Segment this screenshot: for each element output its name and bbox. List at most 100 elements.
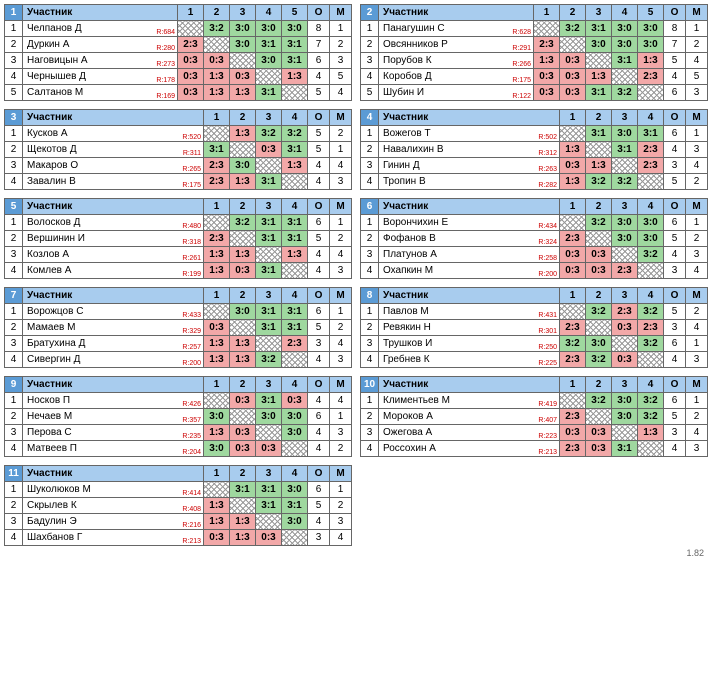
player-name: Комлев АR:199 [23, 263, 204, 279]
score-cell: 3:0 [638, 215, 664, 231]
player-rating: R:520 [182, 134, 201, 141]
score-cell: 3:2 [586, 174, 612, 190]
place-m: 2 [686, 174, 708, 190]
group-number: 3 [5, 110, 23, 126]
player-name: Челпанов ДR:684 [23, 21, 178, 37]
score-cell: 1:3 [204, 263, 230, 279]
place-m: 3 [686, 142, 708, 158]
player-row: 1Носков ПR:4260:33:10:344 [5, 393, 352, 409]
player-name: Наговицын АR:273 [23, 53, 178, 69]
score-cell: 0:3 [560, 85, 586, 101]
player-name: Носков ПR:426 [23, 393, 204, 409]
row-num: 3 [361, 53, 379, 69]
header-col-3: 3 [612, 199, 638, 215]
player-rating: R:434 [538, 223, 557, 230]
score-cell: 2:3 [560, 320, 586, 336]
header-col-2: 2 [586, 199, 612, 215]
score-cell [256, 158, 282, 174]
points-o: 4 [308, 263, 330, 279]
points-o: 8 [664, 21, 686, 37]
place-m: 4 [330, 158, 352, 174]
player-row: 3Порубов КR:2661:30:33:11:354 [361, 53, 708, 69]
score-cell: 3:1 [256, 85, 282, 101]
header-col-3: 3 [612, 288, 638, 304]
score-cell: 1:3 [230, 530, 256, 546]
score-cell: 1:3 [230, 352, 256, 368]
points-o: 5 [308, 498, 330, 514]
points-o: 4 [308, 158, 330, 174]
score-cell: 3:0 [282, 514, 308, 530]
group-number: 5 [5, 199, 23, 215]
points-o: 4 [308, 425, 330, 441]
score-cell [612, 336, 638, 352]
player-name: Скрылев КR:408 [23, 498, 204, 514]
row-num: 2 [361, 37, 379, 53]
player-name: Фофанов ВR:324 [379, 231, 560, 247]
place-m: 2 [686, 231, 708, 247]
score-cell: 0:3 [586, 247, 612, 263]
row-num: 4 [361, 174, 379, 190]
row-num: 3 [5, 53, 23, 69]
score-cell: 1:3 [282, 69, 308, 85]
player-row: 4Чернышев ДR:1780:31:30:31:345 [5, 69, 352, 85]
score-cell [586, 320, 612, 336]
player-name: Чернышев ДR:178 [23, 69, 178, 85]
row-num: 1 [361, 393, 379, 409]
player-name: Порубов КR:266 [379, 53, 534, 69]
place-m: 4 [686, 425, 708, 441]
header-o: О [308, 466, 330, 482]
player-row: 2Дуркин АR:2802:33:03:13:172 [5, 37, 352, 53]
header-o: О [664, 288, 686, 304]
header-col-1: 1 [204, 110, 230, 126]
header-col-4: 4 [638, 377, 664, 393]
score-cell: 3:0 [612, 231, 638, 247]
header-col-1: 1 [560, 199, 586, 215]
place-m: 1 [686, 336, 708, 352]
player-name: Вожегов ТR:502 [379, 126, 560, 142]
points-o: 5 [308, 85, 330, 101]
score-cell [230, 53, 256, 69]
player-row: 4Россохин АR:2132:30:33:143 [361, 441, 708, 457]
header-col-1: 1 [204, 199, 230, 215]
score-cell: 3:1 [230, 482, 256, 498]
player-name: Вершинин ИR:318 [23, 231, 204, 247]
row-num: 1 [5, 21, 23, 37]
place-m: 4 [686, 158, 708, 174]
header-m: М [686, 377, 708, 393]
score-cell: 2:3 [560, 441, 586, 457]
score-cell: 3:2 [638, 247, 664, 263]
score-cell: 3:1 [282, 231, 308, 247]
player-row: 1Панагушин СR:6283:23:13:03:081 [361, 21, 708, 37]
player-rating: R:213 [182, 538, 201, 545]
player-row: 1Волосков ДR:4803:23:13:161 [5, 215, 352, 231]
score-cell: 3:0 [282, 425, 308, 441]
score-cell: 2:3 [534, 37, 560, 53]
player-rating: R:178 [156, 77, 175, 84]
row-num: 3 [361, 247, 379, 263]
score-cell [256, 425, 282, 441]
header-participant: Участник [379, 5, 534, 21]
row-num: 2 [361, 231, 379, 247]
points-o: 6 [308, 215, 330, 231]
row-num: 1 [5, 393, 23, 409]
points-o: 4 [664, 142, 686, 158]
header-col-4: 4 [282, 466, 308, 482]
player-rating: R:200 [182, 360, 201, 367]
row-num: 4 [361, 69, 379, 85]
player-row: 2Навалихин ВR:3121:33:12:343 [361, 142, 708, 158]
points-o: 5 [664, 174, 686, 190]
player-row: 1Павлов МR:4313:22:33:252 [361, 304, 708, 320]
player-rating: R:312 [538, 150, 557, 157]
points-o: 6 [308, 482, 330, 498]
player-row: 2Вершинин ИR:3182:33:13:152 [5, 231, 352, 247]
row-num: 1 [361, 304, 379, 320]
row-num: 1 [361, 126, 379, 142]
score-cell [282, 352, 308, 368]
header-o: О [308, 110, 330, 126]
score-cell: 3:0 [282, 482, 308, 498]
place-m: 3 [686, 247, 708, 263]
group-table-8: 8Участник1234ОМ1Павлов МR:4313:22:33:252… [360, 287, 708, 368]
header-participant: Участник [23, 5, 178, 21]
score-cell: 0:3 [560, 247, 586, 263]
player-rating: R:426 [182, 401, 201, 408]
